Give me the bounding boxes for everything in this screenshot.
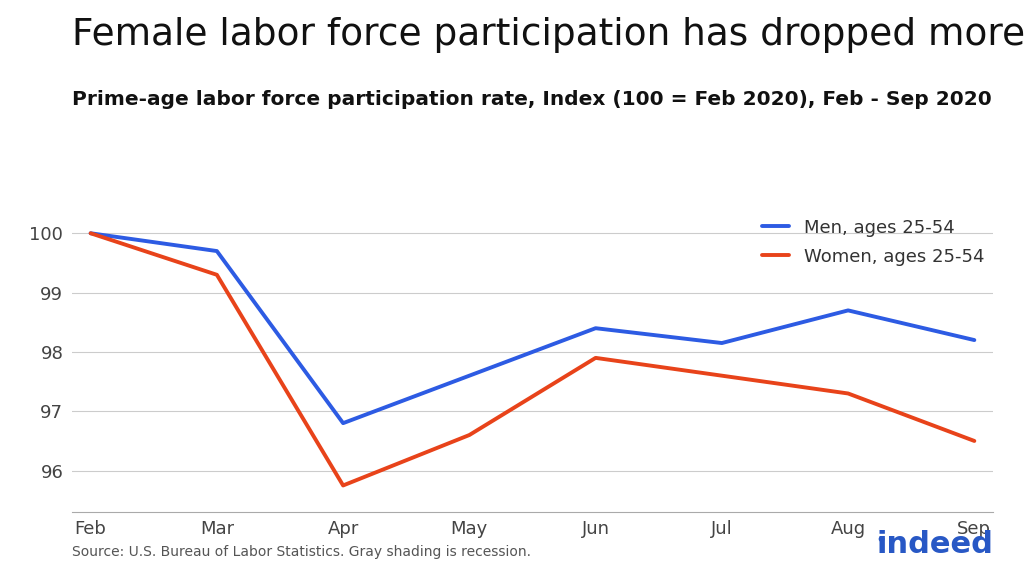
Text: Female labor force participation has dropped more since Feb: Female labor force participation has dro… bbox=[72, 17, 1024, 54]
Text: Source: U.S. Bureau of Labor Statistics. Gray shading is recession.: Source: U.S. Bureau of Labor Statistics.… bbox=[72, 545, 530, 559]
Legend: Men, ages 25-54, Women, ages 25-54: Men, ages 25-54, Women, ages 25-54 bbox=[762, 219, 984, 266]
Men, ages 25-54 bbox=[211, 247, 223, 254]
Line: Men, ages 25-54: Men, ages 25-54 bbox=[90, 233, 975, 423]
Women, ages 25-54 bbox=[590, 354, 602, 361]
Men, ages 25-54 bbox=[969, 336, 981, 343]
Women, ages 25-54 bbox=[969, 438, 981, 445]
Men, ages 25-54 bbox=[84, 230, 96, 237]
Men, ages 25-54 bbox=[337, 420, 349, 427]
Women, ages 25-54 bbox=[211, 271, 223, 278]
Men, ages 25-54 bbox=[716, 339, 728, 346]
Men, ages 25-54 bbox=[590, 325, 602, 332]
Men, ages 25-54 bbox=[463, 372, 475, 379]
Women, ages 25-54 bbox=[337, 482, 349, 489]
Text: indeed: indeed bbox=[877, 530, 993, 559]
Text: ˚: ˚ bbox=[876, 539, 887, 559]
Women, ages 25-54 bbox=[463, 431, 475, 438]
Men, ages 25-54 bbox=[842, 307, 854, 314]
Women, ages 25-54 bbox=[716, 372, 728, 379]
Women, ages 25-54 bbox=[84, 230, 96, 237]
Women, ages 25-54 bbox=[842, 390, 854, 397]
Text: Prime-age labor force participation rate, Index (100 = Feb 2020), Feb - Sep 2020: Prime-age labor force participation rate… bbox=[72, 90, 991, 109]
Line: Women, ages 25-54: Women, ages 25-54 bbox=[90, 233, 975, 485]
